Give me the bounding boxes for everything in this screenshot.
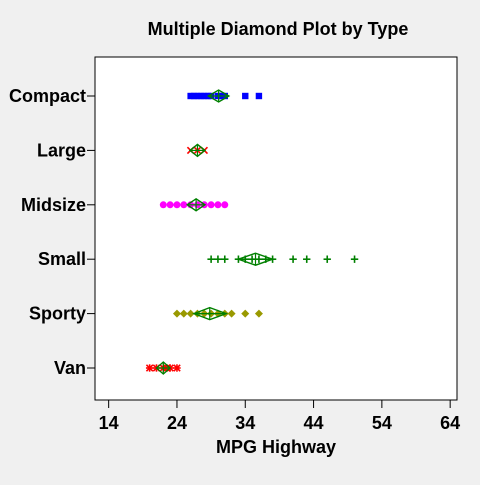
data-point — [254, 309, 263, 318]
data-point — [214, 201, 222, 209]
data-point — [166, 201, 174, 209]
diamonds — [155, 89, 275, 375]
data-point — [207, 255, 215, 263]
data-point — [303, 255, 311, 263]
x-tick-labels: 14 24 34 44 54 64 — [99, 413, 461, 433]
axis-ticks — [87, 95, 451, 408]
chart-title: Multiple Diamond Plot by Type — [148, 19, 409, 39]
data-point — [173, 364, 181, 372]
category-label: Compact — [9, 86, 86, 106]
data-point — [221, 201, 229, 209]
x-tick-label: 14 — [99, 413, 119, 433]
x-tick-label: 54 — [372, 413, 392, 433]
x-tick-label: 34 — [235, 413, 255, 433]
plot-area — [94, 56, 458, 401]
category-label: Small — [38, 249, 86, 269]
data-point — [172, 309, 181, 318]
data-point — [323, 255, 331, 263]
data-point — [145, 364, 154, 372]
data-point — [201, 92, 208, 100]
data-point — [227, 309, 236, 318]
x-tick-label: 44 — [304, 413, 324, 433]
data-point — [221, 255, 229, 263]
data-point — [180, 201, 188, 209]
data-point — [197, 92, 205, 100]
category-label: Van — [54, 358, 86, 378]
category-label: Large — [37, 140, 86, 160]
category-label: Midsize — [21, 195, 86, 215]
x-axis-label: MPG Highway — [216, 437, 336, 457]
data-point — [214, 255, 222, 263]
category-label: Sporty — [29, 304, 86, 324]
category-labels: Compact Large Midsize Small Sporty Van — [9, 86, 86, 378]
data-point — [255, 92, 263, 100]
data-point — [350, 255, 359, 263]
x-tick-label: 64 — [440, 413, 460, 433]
x-tick-label: 24 — [167, 413, 187, 433]
data-point — [187, 92, 194, 100]
data-point — [207, 201, 215, 209]
data-point — [173, 201, 181, 209]
data-point — [289, 255, 297, 263]
data-point — [242, 92, 249, 100]
data-point — [159, 201, 167, 209]
data-point — [179, 309, 188, 318]
data-point — [194, 92, 201, 100]
data-point — [190, 92, 198, 100]
data-point — [186, 309, 195, 318]
data-point — [241, 309, 250, 318]
